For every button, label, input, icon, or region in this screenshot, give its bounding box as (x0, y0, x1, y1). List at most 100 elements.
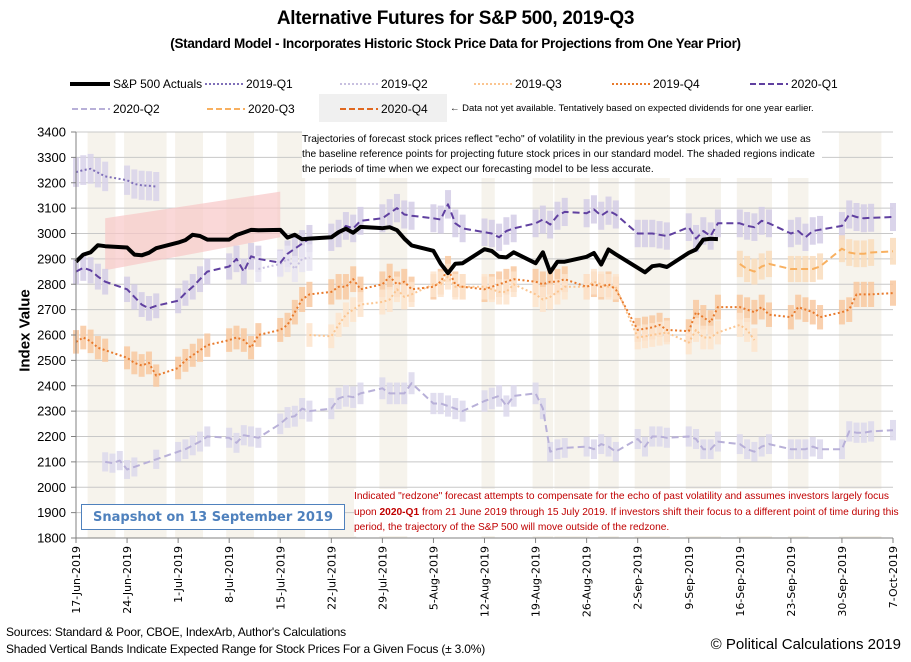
y-axis-label: Index Value (16, 289, 34, 372)
range-band (350, 297, 357, 322)
y-tick-label: 2600 (37, 328, 66, 343)
legend-label: 2019-Q1 (246, 77, 293, 91)
legend: S&P 500 Actuals 2019-Q1 2019-Q2 2019-Q3 … (0, 75, 911, 125)
range-band (539, 205, 546, 234)
range-band (153, 172, 160, 202)
x-tick-label: 30-Sep-2019 (836, 546, 849, 617)
x-tick-label: 22-Jul-2019 (325, 546, 338, 610)
range-band (342, 302, 349, 327)
range-band (700, 305, 707, 330)
range-band (736, 312, 743, 337)
range-band (197, 338, 204, 362)
range-band (328, 324, 335, 349)
x-tick-label: 16-Sep-2019 (734, 546, 747, 617)
axes: 1800 1900 2000 2100 2200 2300 2400 2500 2600 2700… (37, 125, 900, 618)
y-tick-label: 3000 (37, 226, 66, 241)
range-band (204, 333, 211, 357)
range-band (87, 329, 94, 354)
range-band (744, 255, 751, 283)
range-band (809, 217, 816, 245)
x-tick-label: 2-Sep-2019 (632, 546, 645, 610)
y-tick-label: 2700 (37, 302, 66, 317)
x-tick-label: 8-Jul-2019 (223, 546, 236, 603)
legend-item-2020-q2: 2020-Q2 (70, 100, 160, 118)
series-line-2020-q1 (75, 203, 894, 310)
range-band (503, 279, 510, 305)
legend-label: 2019-Q4 (653, 77, 700, 91)
range-band (342, 385, 349, 407)
copyright: © Political Calculations 2019 (710, 636, 901, 653)
legend-swatch-2020-q4 (340, 108, 378, 110)
range-band (890, 237, 896, 265)
sources-text: Sources: Standard & Poor, CBOE, IndexArb… (6, 625, 346, 639)
range-band (284, 407, 291, 428)
range-band (248, 426, 255, 447)
legend-note: ← Data not yet available. Tentatively ba… (450, 103, 814, 114)
range-band (277, 413, 284, 435)
y-tick-label: 2800 (37, 277, 66, 292)
range-band (890, 419, 896, 441)
range-band (838, 299, 845, 325)
y-tick-label: 3300 (37, 150, 66, 165)
range-band (459, 214, 466, 243)
legend-swatch-2020-q2 (72, 108, 110, 110)
y-tick-label: 2400 (37, 378, 66, 393)
legend-item-2019-q3: 2019-Q3 (472, 75, 562, 93)
range-band (510, 385, 517, 407)
series-lines (74, 167, 894, 471)
range-band (809, 299, 816, 325)
range-band (175, 356, 182, 380)
range-band (758, 294, 765, 320)
range-band (846, 297, 853, 322)
x-tick-label: 29-Jul-2019 (376, 546, 389, 610)
x-tick-label: 26-Aug-2019 (581, 546, 594, 617)
range-band (437, 392, 444, 415)
range-band (583, 436, 590, 457)
range-band (240, 258, 247, 285)
chart-title: Alternative Futures for S&P 500, 2019-Q3 (276, 8, 635, 29)
range-band (817, 305, 824, 330)
y-tick-label: 2200 (37, 429, 66, 444)
range-band (744, 212, 751, 240)
y-tick-label: 2900 (37, 251, 66, 266)
redzone-text-1: Indicated "redzone" forecast attempts to… (354, 491, 889, 518)
range-band (335, 312, 342, 337)
series-line-2019-q4 (75, 268, 894, 377)
range-band (277, 317, 284, 342)
x-tick-label: 5-Aug-2019 (427, 546, 440, 610)
series-line-2020-q3 (739, 247, 894, 273)
range-band (189, 343, 196, 367)
range-band (744, 297, 751, 322)
range-band (787, 305, 794, 330)
legend-label: 2019-Q2 (381, 77, 428, 91)
series-line-2019-q2 (258, 256, 310, 270)
series-line-s-p-500-actuals (74, 224, 718, 276)
legend-label: S&P 500 Actuals (113, 77, 203, 91)
range-band (357, 292, 364, 317)
y-tick-label: 2300 (37, 404, 66, 419)
legend-item-actuals: S&P 500 Actuals (70, 75, 202, 93)
range-band (124, 346, 131, 370)
annotation-echo-volatility: Trajectories of forecast stock prices re… (302, 131, 822, 178)
range-band (868, 203, 875, 232)
range-band (393, 382, 400, 405)
range-band (612, 274, 619, 300)
range-band (481, 218, 488, 246)
legend-label: 2020-Q1 (791, 77, 838, 91)
range-band (817, 253, 824, 280)
range-band (102, 338, 109, 362)
range-band (379, 271, 386, 298)
range-band (342, 274, 349, 300)
range-band (583, 274, 590, 300)
range-band (80, 254, 87, 281)
y-tick-label: 3100 (37, 201, 66, 216)
range-band (641, 324, 648, 349)
x-tick-label: 24-Jun-2019 (121, 546, 134, 614)
range-band (532, 382, 539, 405)
range-band (744, 317, 751, 342)
range-band (510, 214, 517, 243)
snapshot-date-box: Snapshot on 13 September 2019 (81, 504, 345, 530)
range-band (255, 323, 262, 347)
range-band (291, 235, 298, 263)
range-band (846, 200, 853, 229)
